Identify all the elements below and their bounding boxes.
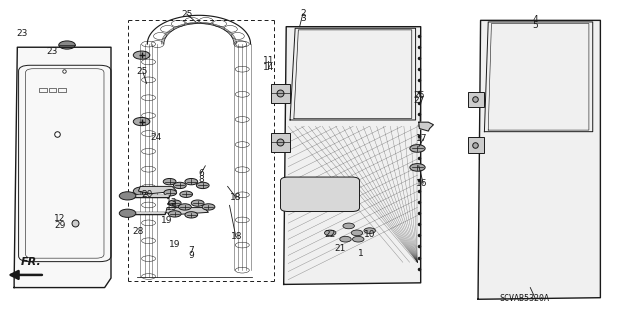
Circle shape xyxy=(168,211,181,217)
Circle shape xyxy=(410,164,425,171)
Circle shape xyxy=(353,236,364,242)
Circle shape xyxy=(202,204,215,210)
Text: 12: 12 xyxy=(54,214,66,223)
Text: 19: 19 xyxy=(161,216,173,225)
Text: 24: 24 xyxy=(150,133,162,142)
Circle shape xyxy=(119,192,136,200)
Circle shape xyxy=(164,189,177,196)
Bar xyxy=(49,88,56,92)
Text: 3: 3 xyxy=(300,14,306,23)
Text: 14: 14 xyxy=(263,63,275,72)
Circle shape xyxy=(343,223,355,229)
Polygon shape xyxy=(14,47,111,287)
Circle shape xyxy=(163,178,176,185)
Circle shape xyxy=(185,212,198,218)
Text: 18: 18 xyxy=(230,193,242,202)
Circle shape xyxy=(351,230,363,236)
Polygon shape xyxy=(138,186,177,194)
Text: 29: 29 xyxy=(54,221,66,230)
Bar xyxy=(271,133,290,152)
Text: 22: 22 xyxy=(324,230,336,239)
Circle shape xyxy=(168,200,181,206)
Circle shape xyxy=(180,191,193,197)
Text: SCVAB5320A: SCVAB5320A xyxy=(499,293,549,302)
Circle shape xyxy=(185,178,198,185)
Circle shape xyxy=(179,204,191,210)
Circle shape xyxy=(364,228,376,234)
Text: 26: 26 xyxy=(413,91,425,100)
Text: 28: 28 xyxy=(132,227,144,236)
Text: 2: 2 xyxy=(300,9,306,18)
FancyBboxPatch shape xyxy=(280,177,360,211)
Circle shape xyxy=(191,200,204,206)
Text: 21: 21 xyxy=(335,243,346,253)
Text: 23: 23 xyxy=(47,48,58,56)
Text: 15: 15 xyxy=(166,203,178,212)
Text: 27: 27 xyxy=(413,97,425,106)
Circle shape xyxy=(324,230,336,236)
Text: 18: 18 xyxy=(232,233,243,241)
Text: 9: 9 xyxy=(188,251,194,260)
Bar xyxy=(271,84,290,103)
Text: 5: 5 xyxy=(532,21,538,30)
Text: 23: 23 xyxy=(16,29,28,39)
Circle shape xyxy=(133,187,150,195)
Circle shape xyxy=(59,41,76,49)
Polygon shape xyxy=(284,27,420,285)
Polygon shape xyxy=(419,122,433,131)
Text: FR.: FR. xyxy=(20,257,42,267)
Text: 19: 19 xyxy=(169,241,180,249)
Circle shape xyxy=(173,182,186,189)
Circle shape xyxy=(119,209,136,217)
Bar xyxy=(39,88,47,92)
Circle shape xyxy=(410,145,425,152)
Circle shape xyxy=(133,117,150,126)
Text: 25: 25 xyxy=(136,67,147,77)
Text: 25: 25 xyxy=(181,10,193,19)
Text: 6: 6 xyxy=(198,169,204,178)
Polygon shape xyxy=(478,20,600,299)
Bar xyxy=(58,88,66,92)
Text: 13: 13 xyxy=(166,198,178,207)
Circle shape xyxy=(133,51,150,59)
Bar xyxy=(468,137,484,153)
Text: 17: 17 xyxy=(416,134,428,144)
Polygon shape xyxy=(166,208,209,215)
Circle shape xyxy=(340,236,351,242)
Text: 7: 7 xyxy=(188,246,194,255)
Text: 16: 16 xyxy=(416,179,428,188)
Text: 20: 20 xyxy=(141,190,152,199)
Text: 4: 4 xyxy=(532,15,538,24)
Text: 10: 10 xyxy=(364,230,376,239)
Text: 8: 8 xyxy=(198,174,204,184)
Text: 11: 11 xyxy=(263,56,275,65)
Text: 1: 1 xyxy=(358,249,364,258)
Circle shape xyxy=(196,182,209,189)
Bar xyxy=(468,92,484,107)
